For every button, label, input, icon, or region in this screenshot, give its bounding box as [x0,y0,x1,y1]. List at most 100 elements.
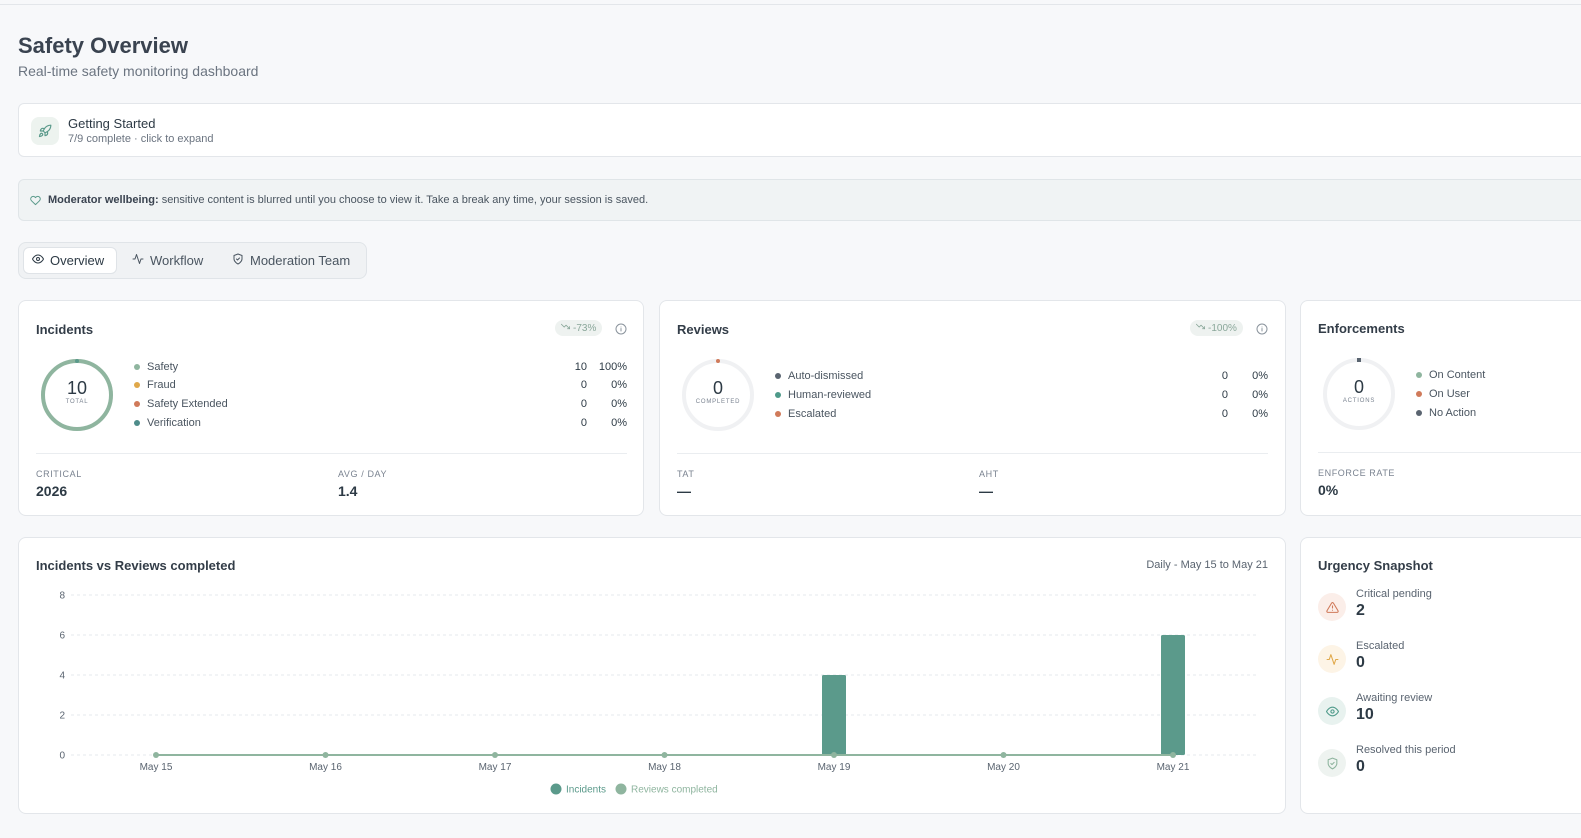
incidents-bar [1161,635,1185,755]
legend-dot [775,392,781,398]
legend-label: Human-reviewed [788,389,872,401]
urgency-awaiting-value: 10 [1356,706,1374,723]
incidents-safety-extended-count: 0 [580,398,587,410]
wellbeing-text: Moderator wellbeing: sensitive content i… [48,194,648,206]
reviews-title: Reviews [677,322,730,337]
enforcements-donut-center: 0 ACTIONS [1321,377,1397,404]
stat-avg-day-label: AVG / DAY [338,469,388,479]
reviews-trend-badge: -100% [1190,320,1243,336]
legend-label: On Content [1429,369,1486,381]
y-tick-label: 8 [59,591,65,602]
incidents-total: 10 [66,378,88,398]
incidents-total-label: TOTAL [65,399,89,405]
urgency-resolved-value: 0 [1356,758,1365,775]
reviews-total: 0 [712,378,723,398]
tab-workflow-label: Workflow [150,253,204,268]
tab-overview[interactable]: Overview [23,247,117,274]
incidents-donut-center: 10 TOTAL [39,378,115,405]
stat-critical-value: 2026 [36,483,68,499]
stat-enforce-rate-value: 0% [1318,482,1339,498]
reviews-point [322,752,329,758]
trending-down-icon [560,322,571,334]
getting-started-card[interactable]: Getting Started 7/9 complete · click to … [18,103,1581,157]
stat-tat-value: — [677,483,691,499]
legend-item: Auto-dismissed [775,370,863,382]
urgency-critical-value: 2 [1356,602,1365,619]
reviews-total-label: COMPLETED [695,399,741,405]
incidents-fraud-pct: 0% [611,379,627,391]
urgency-awaiting-label: Awaiting review [1356,692,1433,704]
info-icon[interactable] [1256,322,1268,340]
stat-aht-value: — [979,483,993,499]
reviews-point [492,752,498,758]
legend-label: Reviews completed [631,785,718,796]
wellbeing-message: sensitive content is blurred until you c… [161,194,649,206]
legend-item: On Content [1416,369,1485,381]
info-icon[interactable] [615,322,627,340]
incidents-fraud-count: 0 [580,379,587,391]
x-tick-label: May 18 [648,762,681,773]
urgency-title: Urgency Snapshot [1318,558,1433,573]
reviews-trend-value: -100% [1208,322,1237,334]
x-tick-label: May 20 [987,762,1020,773]
y-tick-label: 6 [59,631,65,642]
x-tick-label: May 15 [140,762,173,773]
legend-label: Incidents [566,785,606,796]
legend-swatch [550,783,562,795]
reviews-point [831,752,837,758]
legend-item: Safety [134,361,178,373]
divider [1318,452,1581,453]
y-tick-label: 4 [59,671,65,682]
legend-dot [134,382,140,388]
activity-icon [1318,645,1346,673]
incidents-safety-extended-pct: 0% [611,398,627,410]
legend-item: Verification [134,417,201,429]
legend-label: Safety Extended [147,398,228,410]
urgency-escalated-value: 0 [1356,654,1365,671]
x-tick-label: May 16 [309,762,342,773]
rocket-icon [31,117,59,145]
legend-item: Fraud [134,379,176,391]
legend-swatch [615,783,627,795]
stat-critical-label: CRITICAL [36,469,82,479]
urgency-escalated-label: Escalated [1356,640,1405,652]
eye-icon [32,253,44,268]
legend-label: Fraud [147,379,176,391]
legend-dot [775,373,781,379]
eye-icon [1318,697,1346,725]
incidents-donut [41,359,113,431]
tab-workflow[interactable]: Workflow [124,247,214,274]
alert-triangle-icon [1318,593,1346,621]
getting-started-progress: 7/9 complete · click to expand [68,133,214,145]
reviews-card: Reviews -100% 0 COMPLETED Auto-dismissed… [659,300,1286,516]
x-tick-label: May 19 [818,762,851,773]
legend-dot [1416,372,1422,378]
legend-item: Escalated [775,408,836,420]
urgency-critical-label: Critical pending [1356,588,1432,600]
incidents-verification-count: 0 [580,417,587,429]
top-border [0,0,1581,5]
urgency-snapshot-card: Urgency Snapshot Critical pending 2 Esca… [1300,537,1581,814]
shield-check-icon [1318,749,1346,777]
incidents-verification-pct: 0% [611,417,627,429]
legend-dot [1416,391,1422,397]
incidents-trend-value: -73% [573,322,597,334]
legend-dot [775,411,781,417]
y-tick-label: 0 [59,751,65,762]
incidents-card: Incidents -73% 10 TOTAL Safety 10 100% F… [18,300,644,516]
legend-label: Escalated [788,408,837,420]
incidents-trend-badge: -73% [555,320,603,336]
stat-enforce-rate-label: ENFORCE RATE [1318,468,1396,478]
legend-dot [134,420,140,426]
legend-label: Auto-dismissed [788,370,864,382]
reviews-escalated-pct: 0% [1252,408,1268,420]
tab-moderation-team-label: Moderation Team [250,253,351,268]
page-subtitle: Real-time safety monitoring dashboard [18,63,259,79]
reviews-auto-dismissed-pct: 0% [1252,370,1268,382]
tab-overview-label: Overview [50,253,105,268]
legend-item: On User [1416,388,1470,400]
legend-label: Safety [147,361,179,373]
x-tick-label: May 21 [1157,762,1190,773]
tab-moderation-team[interactable]: Moderation Team [224,247,364,274]
reviews-escalated-count: 0 [1221,408,1228,420]
